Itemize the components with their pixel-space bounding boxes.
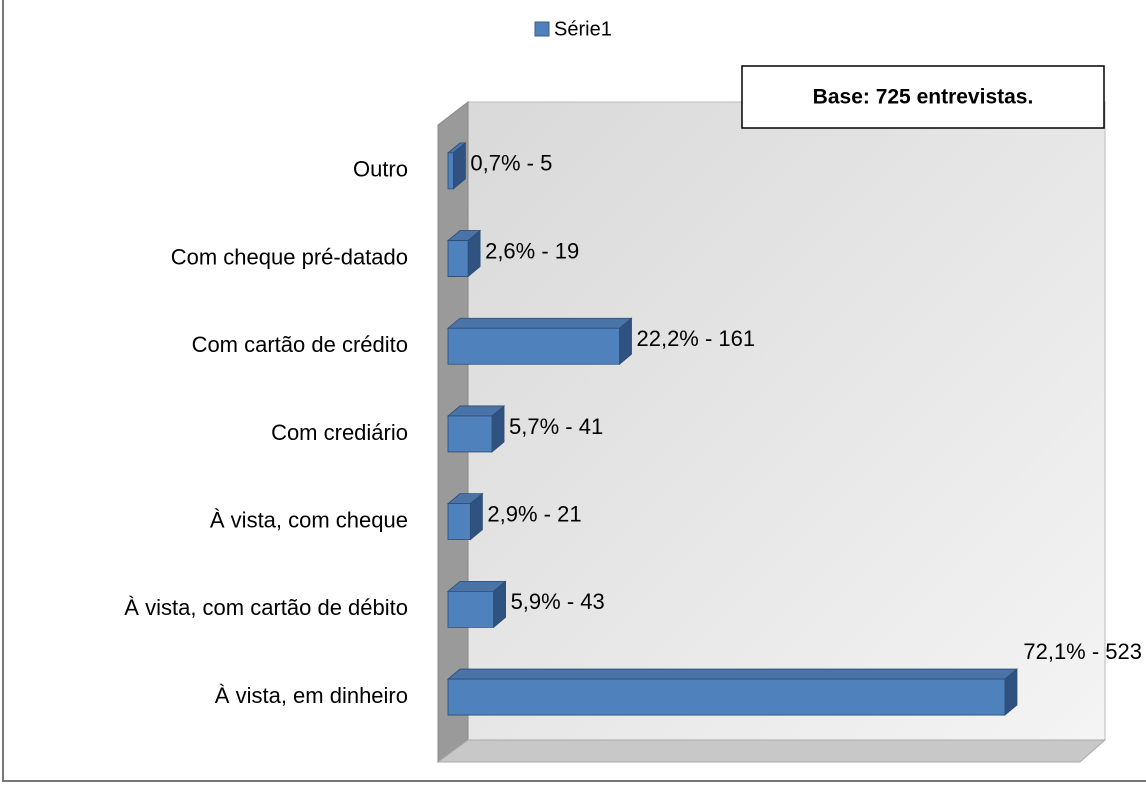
floor xyxy=(436,739,1107,763)
bar-front xyxy=(447,590,494,628)
bar-top xyxy=(446,668,1019,680)
data-label: 5,9% - 43 xyxy=(511,589,605,614)
bar-front xyxy=(447,503,471,541)
category-label: À vista, em dinheiro xyxy=(215,683,408,708)
data-label: 22,2% - 161 xyxy=(636,326,755,351)
bar-front xyxy=(447,678,1006,716)
data-label: 0,7% - 5 xyxy=(470,151,552,176)
data-label: 2,9% - 21 xyxy=(487,501,581,526)
category-label: À vista, com cheque xyxy=(210,507,408,532)
bar xyxy=(446,580,507,629)
category-label: Com crediário xyxy=(271,420,408,445)
annotation-box xyxy=(741,65,1105,129)
bar-front xyxy=(447,327,620,365)
bar-front xyxy=(447,415,493,453)
data-label: 2,6% - 19 xyxy=(485,238,579,263)
annotation: Base: 725 entrevistas. xyxy=(813,86,1034,109)
bar xyxy=(446,668,1019,716)
bar-top xyxy=(446,317,633,329)
category-label: À vista, com cartão de débito xyxy=(124,595,408,620)
frame xyxy=(2,0,1146,782)
data-label: 72,1% - 523 xyxy=(1023,639,1142,664)
category-label: Com cheque pré-datado xyxy=(171,244,408,269)
legend-swatch xyxy=(534,21,550,37)
category-label: Outro xyxy=(353,157,408,182)
bar xyxy=(446,405,506,453)
bar-front xyxy=(447,240,469,277)
bar xyxy=(446,229,482,278)
bar xyxy=(446,492,484,541)
data-label: 5,7% - 41 xyxy=(509,414,603,439)
bar-front xyxy=(447,152,454,190)
legend-label: Série1 xyxy=(554,18,612,40)
bar xyxy=(446,317,633,366)
category-label: Com cartão de crédito xyxy=(192,332,408,357)
bar xyxy=(446,141,467,190)
